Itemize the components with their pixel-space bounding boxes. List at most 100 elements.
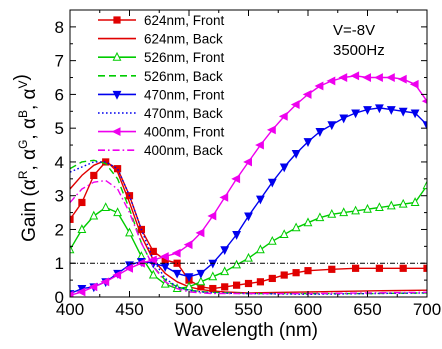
series-7-point <box>340 74 347 81</box>
y-tick-label: 3 <box>55 187 64 206</box>
series-7-point <box>256 141 263 148</box>
series-3-point <box>257 246 264 253</box>
legend-entry: 470nm, Back <box>98 106 223 121</box>
series-1-point <box>269 275 276 282</box>
y-label-superscript: R <box>16 170 30 179</box>
series-7-point <box>387 74 394 81</box>
y-tick-label: 6 <box>55 85 64 104</box>
y-label-prefix: Gain ( <box>19 189 40 241</box>
y-tick-label: 1 <box>55 254 64 273</box>
legend: 624nm, Front 624nm, Back 526nm, Front 526nm… <box>98 13 225 158</box>
y-axis-label: Gain (αR, αG, αB, αV) <box>11 74 40 242</box>
x-tick-label: 600 <box>294 300 322 319</box>
series-7-point <box>328 77 335 84</box>
series-7-point <box>268 126 275 133</box>
legend-entry: 400nm, Front <box>98 125 225 140</box>
y-tick-label: 8 <box>55 18 64 37</box>
annotations: V=-8V 3500Hz <box>333 22 385 59</box>
y-tick-label: 4 <box>55 153 64 172</box>
legend-entry: 624nm, Back <box>98 32 223 47</box>
series-7-point <box>423 98 430 105</box>
series-1-point <box>328 266 335 273</box>
legend-label: 624nm, Front <box>144 13 225 28</box>
series-7-point <box>280 113 287 120</box>
x-tick-label: 700 <box>413 300 441 319</box>
legend-label: 400nm, Front <box>144 125 225 140</box>
series-5-point <box>209 260 216 267</box>
series-7-point <box>232 175 239 182</box>
series-1-point <box>257 278 264 285</box>
series-7-point <box>411 81 418 88</box>
legend-label: 624nm, Back <box>144 32 223 47</box>
series-4 <box>70 160 427 293</box>
x-tick-label: 650 <box>353 300 381 319</box>
y-label-superscript: V <box>16 80 30 88</box>
legend-entry: 526nm, Front <box>98 50 225 65</box>
y-label-symbol: α <box>19 118 40 129</box>
series-1-point <box>221 283 228 290</box>
series-8 <box>70 181 427 294</box>
annotation: V=-8V <box>333 22 375 39</box>
legend-label: 470nm, Front <box>144 87 225 102</box>
series-1-point <box>293 269 300 276</box>
y-label-symbol: α <box>19 88 40 99</box>
series-1-point <box>304 267 311 274</box>
series-7-point <box>375 74 382 81</box>
y-label-superscript: B <box>16 110 30 118</box>
series-7-point <box>209 212 216 219</box>
x-tick-label: 500 <box>175 300 203 319</box>
legend-marker <box>113 128 120 135</box>
x-tick-label: 550 <box>234 300 262 319</box>
legend-label: 526nm, Front <box>144 50 225 65</box>
series-3-point <box>269 237 276 244</box>
series-3-point <box>102 203 109 210</box>
y-label-separator: , <box>19 99 40 110</box>
series-1-point <box>352 265 359 272</box>
series-5-line <box>70 108 427 294</box>
series-7-point <box>221 194 228 201</box>
series-layer <box>66 72 431 299</box>
legend-entry: 624nm, Front <box>98 13 225 28</box>
series-1-point <box>400 265 407 272</box>
series-3-point <box>245 254 252 261</box>
series-7 <box>66 72 430 299</box>
x-tick-label: 450 <box>115 300 143 319</box>
legend-entry: 400nm, Back <box>98 143 223 158</box>
series-7-point <box>351 72 358 79</box>
legend-entry: 526nm, Back <box>98 69 223 84</box>
y-label-suffix: ) <box>11 74 32 80</box>
series-3-point <box>281 230 288 237</box>
series-7-point <box>363 74 370 81</box>
y-label-superscript: G <box>16 140 30 149</box>
series-1-point <box>245 280 252 287</box>
series-1-point <box>90 172 97 179</box>
y-label-symbol: α <box>19 149 40 160</box>
series-5-point <box>316 129 323 136</box>
y-label-separator: , <box>19 160 40 171</box>
series-3-point <box>221 267 228 274</box>
series-8-line <box>70 181 427 294</box>
series-1-point <box>281 271 288 278</box>
series-1-point <box>78 199 85 206</box>
series-3-line <box>70 186 427 289</box>
series-7-point <box>173 250 180 257</box>
series-3-point <box>233 261 240 268</box>
legend-entry: 470nm, Front <box>98 87 225 102</box>
legend-label: 526nm, Back <box>144 69 223 84</box>
series-7-point <box>244 158 251 165</box>
series-7-point <box>399 76 406 83</box>
series-5-point <box>328 122 335 129</box>
series-7-point <box>66 292 73 299</box>
legend-label: 470nm, Back <box>144 106 223 121</box>
series-4-line <box>70 160 427 293</box>
series-3-point <box>90 212 97 219</box>
y-tick-label: 5 <box>55 119 64 138</box>
annotation: 3500Hz <box>333 42 385 59</box>
series-1-point <box>376 265 383 272</box>
y-tick-label: 7 <box>55 52 64 71</box>
series-2 <box>70 160 427 293</box>
y-tick-label: 2 <box>55 220 64 239</box>
x-axis-label: Wavelength (nm) <box>174 320 318 341</box>
series-2-line <box>70 160 427 293</box>
